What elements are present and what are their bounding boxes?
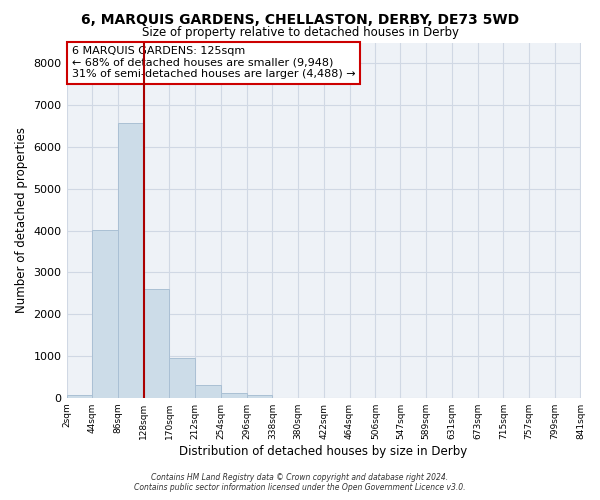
Text: 6, MARQUIS GARDENS, CHELLASTON, DERBY, DE73 5WD: 6, MARQUIS GARDENS, CHELLASTON, DERBY, D… xyxy=(81,12,519,26)
Bar xyxy=(221,393,247,398)
Bar xyxy=(169,358,195,398)
Bar xyxy=(92,230,118,398)
Bar xyxy=(67,396,92,398)
X-axis label: Distribution of detached houses by size in Derby: Distribution of detached houses by size … xyxy=(179,444,467,458)
Bar xyxy=(144,288,169,398)
Text: Size of property relative to detached houses in Derby: Size of property relative to detached ho… xyxy=(142,26,458,39)
Text: 6 MARQUIS GARDENS: 125sqm
← 68% of detached houses are smaller (9,948)
31% of se: 6 MARQUIS GARDENS: 125sqm ← 68% of detac… xyxy=(71,46,355,80)
Bar xyxy=(195,385,221,398)
Bar xyxy=(247,396,272,398)
Y-axis label: Number of detached properties: Number of detached properties xyxy=(15,127,28,313)
Bar xyxy=(118,122,144,398)
Text: Contains HM Land Registry data © Crown copyright and database right 2024.
Contai: Contains HM Land Registry data © Crown c… xyxy=(134,473,466,492)
